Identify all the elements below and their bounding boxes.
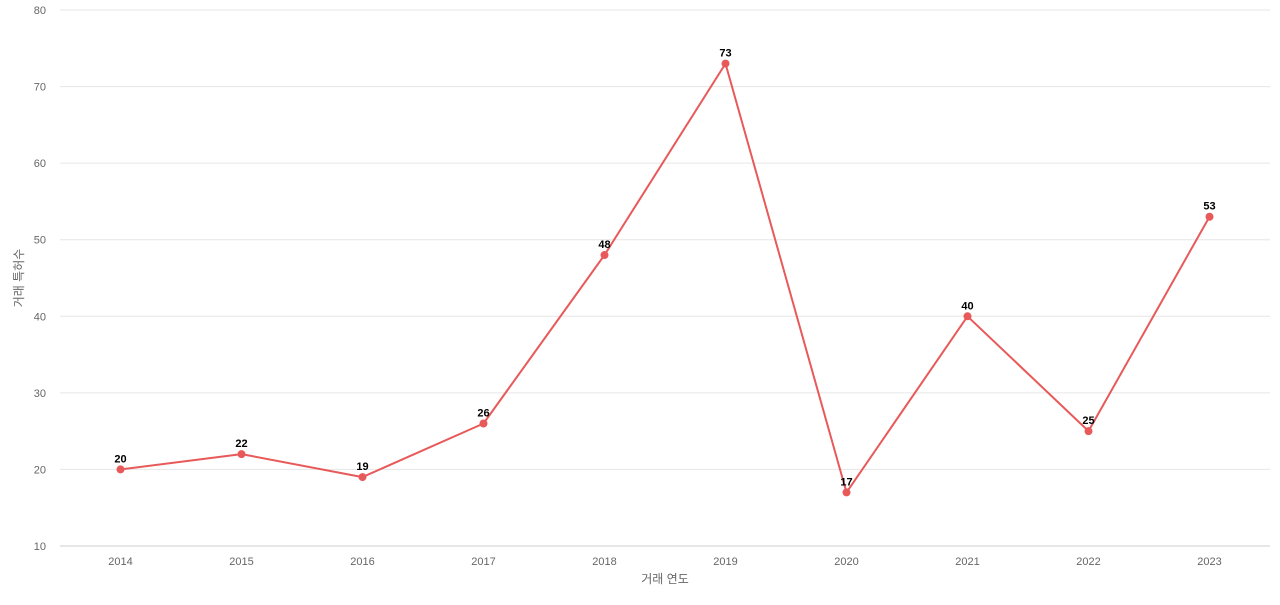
y-tick-label: 80	[34, 5, 46, 17]
x-tick-label: 2019	[713, 556, 737, 568]
x-tick-label: 2014	[108, 556, 132, 568]
data-label: 19	[356, 461, 368, 473]
x-tick-label: 2021	[955, 556, 979, 568]
series-layer	[116, 59, 1214, 497]
grid-layer	[60, 9, 1270, 547]
x-axis-tick-labels: 2014 2015 2016 2017 2018 2019 2020 2021 2022 2023	[108, 556, 1221, 568]
data-point[interactable]	[237, 450, 246, 459]
series-line	[120, 62, 1211, 494]
data-point[interactable]	[721, 59, 730, 68]
data-label: 25	[1082, 415, 1094, 427]
data-label: 22	[235, 438, 247, 450]
data-label: 73	[719, 48, 731, 60]
x-tick-label: 2022	[1076, 556, 1100, 568]
x-tick-label: 2023	[1197, 556, 1221, 568]
x-tick-label: 2017	[471, 556, 495, 568]
data-point[interactable]	[1084, 427, 1093, 436]
y-tick-label: 70	[34, 82, 46, 94]
x-axis-title: 거래 연도	[641, 572, 689, 586]
data-label: 17	[840, 476, 852, 488]
y-tick-label: 50	[34, 235, 46, 247]
data-point[interactable]	[963, 312, 972, 321]
data-label: 48	[598, 239, 610, 251]
y-tick-label: 30	[34, 388, 46, 400]
data-point[interactable]	[842, 488, 851, 497]
y-tick-label: 10	[34, 541, 46, 553]
data-label: 26	[477, 407, 489, 419]
y-tick-label: 60	[34, 158, 46, 170]
x-tick-label: 2015	[229, 556, 253, 568]
data-label: 20	[114, 453, 126, 465]
y-tick-label: 40	[34, 311, 46, 323]
data-point[interactable]	[600, 251, 609, 260]
y-axis-tick-labels: 10 20 30 40 50 60 70 80	[34, 5, 46, 553]
x-tick-label: 2016	[350, 556, 374, 568]
y-axis-title: 거래 특허수	[12, 249, 26, 308]
y-tick-label: 20	[34, 464, 46, 476]
x-tick-label: 2020	[834, 556, 858, 568]
data-point[interactable]	[1205, 212, 1214, 221]
data-label-layer: 20 22 19 26 48 73 17 40 25 53	[114, 48, 1215, 489]
data-label: 40	[961, 300, 973, 312]
data-label: 53	[1203, 201, 1215, 213]
data-point[interactable]	[358, 473, 367, 482]
data-point[interactable]	[116, 465, 125, 474]
x-tick-label: 2018	[592, 556, 616, 568]
data-point[interactable]	[479, 419, 488, 428]
